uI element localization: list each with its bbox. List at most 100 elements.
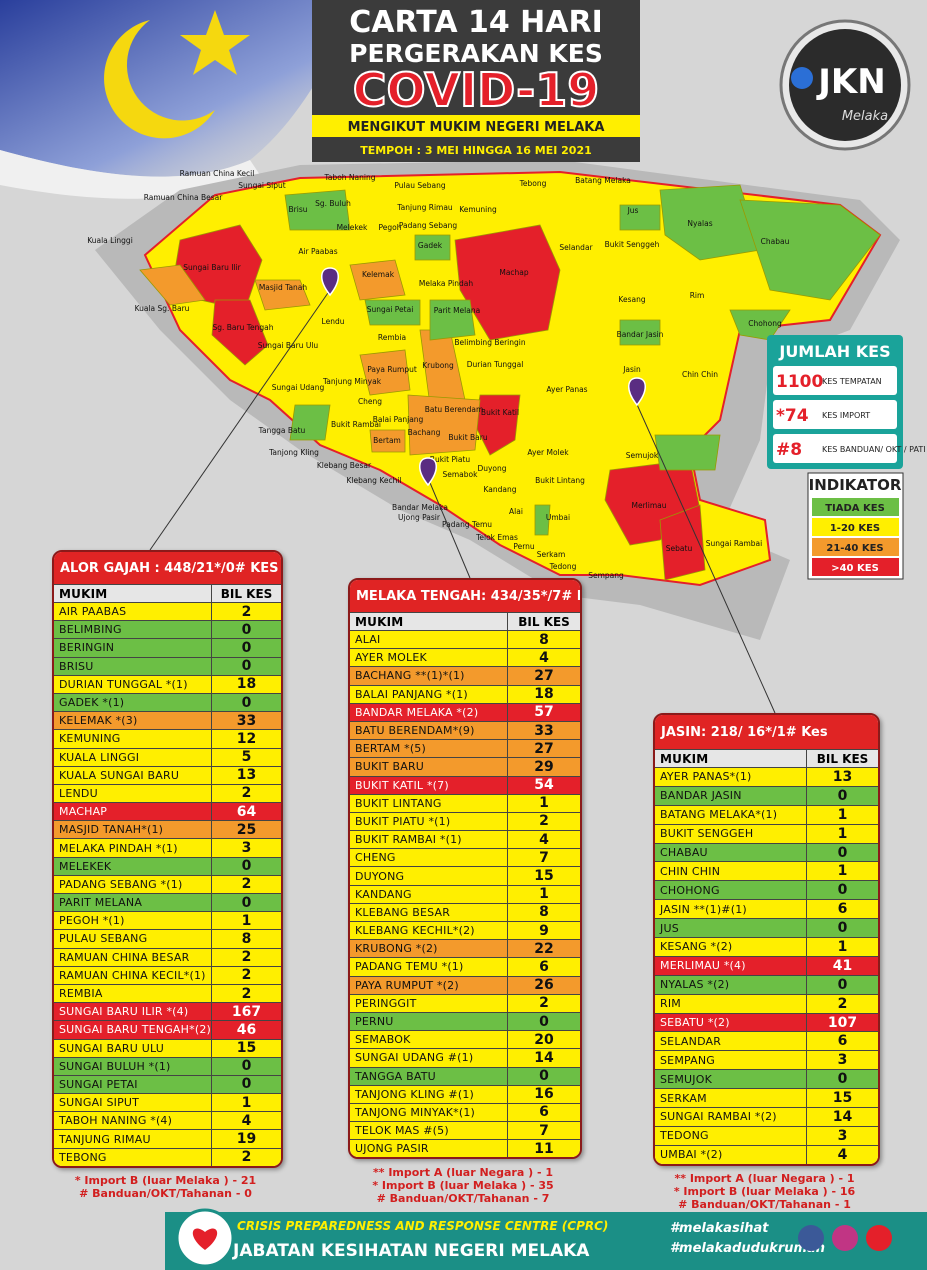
case-count: 27: [534, 740, 554, 757]
table-row: PERINGGIT 2: [350, 993, 580, 1012]
map-label: Sungai Baru Ilir: [183, 263, 241, 272]
summary-item: [773, 400, 897, 429]
table-row: KANDANG 1: [350, 884, 580, 903]
table-row: PAYA RUMPUT *(2) 26: [350, 975, 580, 994]
indicator-label: 1-20 KES: [830, 523, 880, 534]
region-green: [284, 189, 351, 231]
case-count: 2: [241, 876, 252, 893]
table-row: RAMUAN CHINA KECIL*(1) 2: [54, 965, 281, 984]
footer-line2: JABATAN KESIHATAN NEGERI MELAKA: [232, 1241, 590, 1261]
table-row: SEBATU *(2) 107: [655, 1012, 878, 1032]
case-count: 2: [241, 1149, 252, 1166]
map-label: Melaka Pindah: [419, 279, 474, 288]
region-green: [414, 234, 451, 261]
logo-name: JKN: [816, 62, 885, 102]
case-count: 13: [236, 767, 257, 784]
case-count: 2: [837, 995, 848, 1012]
table-row: BUKIT PIATU *(1) 2: [350, 811, 580, 831]
map-label: Bukit Lintang: [535, 476, 585, 485]
table-row: TANJONG KLING #(1) 16: [350, 1084, 580, 1103]
table-row: MASJID TANAH*(1) 25: [54, 820, 281, 839]
region-green: [619, 204, 661, 231]
mukim-name: PULAU SEBANG: [54, 930, 212, 948]
summary-label: KES IMPORT: [822, 411, 870, 420]
mukim-name: BACHANG **(1)*(1): [350, 667, 508, 685]
map-label: Tanjung Minyak: [322, 377, 382, 386]
table-row: BUKIT BARU 29: [350, 757, 580, 776]
table-title: MELAKA TENGAH: 434/35*/7# KES: [350, 580, 580, 612]
table-row: KESANG *(2) 1: [655, 937, 878, 956]
map-label: Sg. Baru Tengah: [212, 323, 273, 332]
case-count: 0: [241, 658, 252, 675]
map-label: Bukit Senggeh: [605, 240, 660, 249]
case-count: 1: [539, 795, 549, 812]
mukim-name: CHABAU: [655, 843, 807, 862]
table-row: SUNGAI RAMBAI *(2) 14: [655, 1107, 878, 1126]
map-label: Brisu: [289, 205, 308, 214]
map-label: Padang Sebang: [399, 221, 458, 230]
map-label: Bukit Rambai: [331, 420, 381, 429]
mukim-name: KANDANG: [350, 885, 508, 903]
footnotes: ** Import A (luar Negara ) - 1 * Import B…: [653, 1172, 876, 1211]
table-row: MELEKEK 0: [54, 856, 281, 875]
map-label: Tebong: [519, 179, 547, 188]
indicator-swatch: [812, 498, 899, 516]
mukim-name: UMBAI *(2): [655, 1145, 807, 1164]
map-label: Tanjung Rimau: [396, 203, 453, 212]
map-label: Bukit Baru: [448, 433, 487, 442]
mukim-name: PEGOH *(1): [54, 912, 212, 930]
map-label: Paya Rumput: [367, 365, 417, 374]
mukim-name: TANGGA BATU: [350, 1067, 508, 1085]
header-cell: MUKIM: [655, 750, 807, 767]
mukim-name: SELANDAR: [655, 1032, 807, 1051]
title-line1: CARTA 14 HARI: [349, 5, 603, 40]
region-green: [429, 299, 476, 341]
table-row: ALAI 8: [350, 630, 580, 649]
case-count: 8: [539, 631, 549, 648]
title-line3: COVID-19: [353, 63, 600, 117]
indicator-label: 21-40 KES: [826, 543, 883, 554]
mukim-name: SEBATU *(2): [655, 1013, 807, 1032]
map-label: Semabok: [443, 470, 479, 479]
map-label: Masjid Tanah: [259, 283, 308, 292]
table-row: JASIN **(1)#(1) 6: [655, 899, 878, 919]
map-label: Batu Berendam: [425, 405, 484, 414]
case-count: 19: [236, 1131, 257, 1148]
table-row: SEMABOK 20: [350, 1030, 580, 1049]
table-row: BATANG MELAKA*(1) 1: [655, 804, 878, 824]
map-label: Alai: [509, 507, 523, 516]
case-count: 1: [241, 1094, 252, 1111]
logo-icon: [791, 67, 813, 89]
mukim-name: SUNGAI UDANG #(1): [350, 1049, 508, 1067]
case-count: 12: [236, 730, 257, 747]
case-count: 7: [539, 849, 549, 866]
region-orange: [349, 259, 406, 301]
mukim-name: JUS: [655, 919, 807, 938]
map-label: Kesang: [618, 295, 645, 304]
mukim-name: MACHAP: [54, 803, 212, 821]
summary-value: #8: [776, 440, 802, 460]
mukim-name: BANDAR JASIN: [655, 786, 807, 805]
map-label: Padang Temu: [442, 520, 492, 529]
case-count: 1: [539, 886, 549, 903]
mukim-name: DURIAN TUNGGAL *(1): [54, 675, 212, 693]
case-count: 6: [539, 1104, 549, 1121]
table-row: SUNGAI BARU ILIR *(4) 167: [54, 1002, 281, 1021]
region-red: [659, 504, 706, 581]
map-label: Batang Melaka: [575, 176, 631, 185]
case-count: 9: [539, 922, 549, 939]
mukim-name: BUKIT PIATU *(1): [350, 812, 508, 831]
mukim-name: BALAI PANJANG *(1): [350, 685, 508, 703]
case-count: 1: [837, 806, 848, 823]
mukim-name: BERINGIN: [54, 639, 212, 657]
case-count: 0: [241, 894, 252, 911]
period: TEMPOH : 3 MEI HINGGA 16 MEI 2021: [360, 144, 592, 157]
table-row: PARIT MELANA 0: [54, 893, 281, 912]
table-row: SEMUJOK 0: [655, 1069, 878, 1089]
mukim-name: KRUBONG *(2): [350, 940, 508, 958]
map-label: Kuala Sg. Baru: [135, 304, 190, 313]
mukim-name: RAMUAN CHINA KECIL*(1): [54, 966, 212, 984]
case-count: 0: [241, 621, 252, 638]
